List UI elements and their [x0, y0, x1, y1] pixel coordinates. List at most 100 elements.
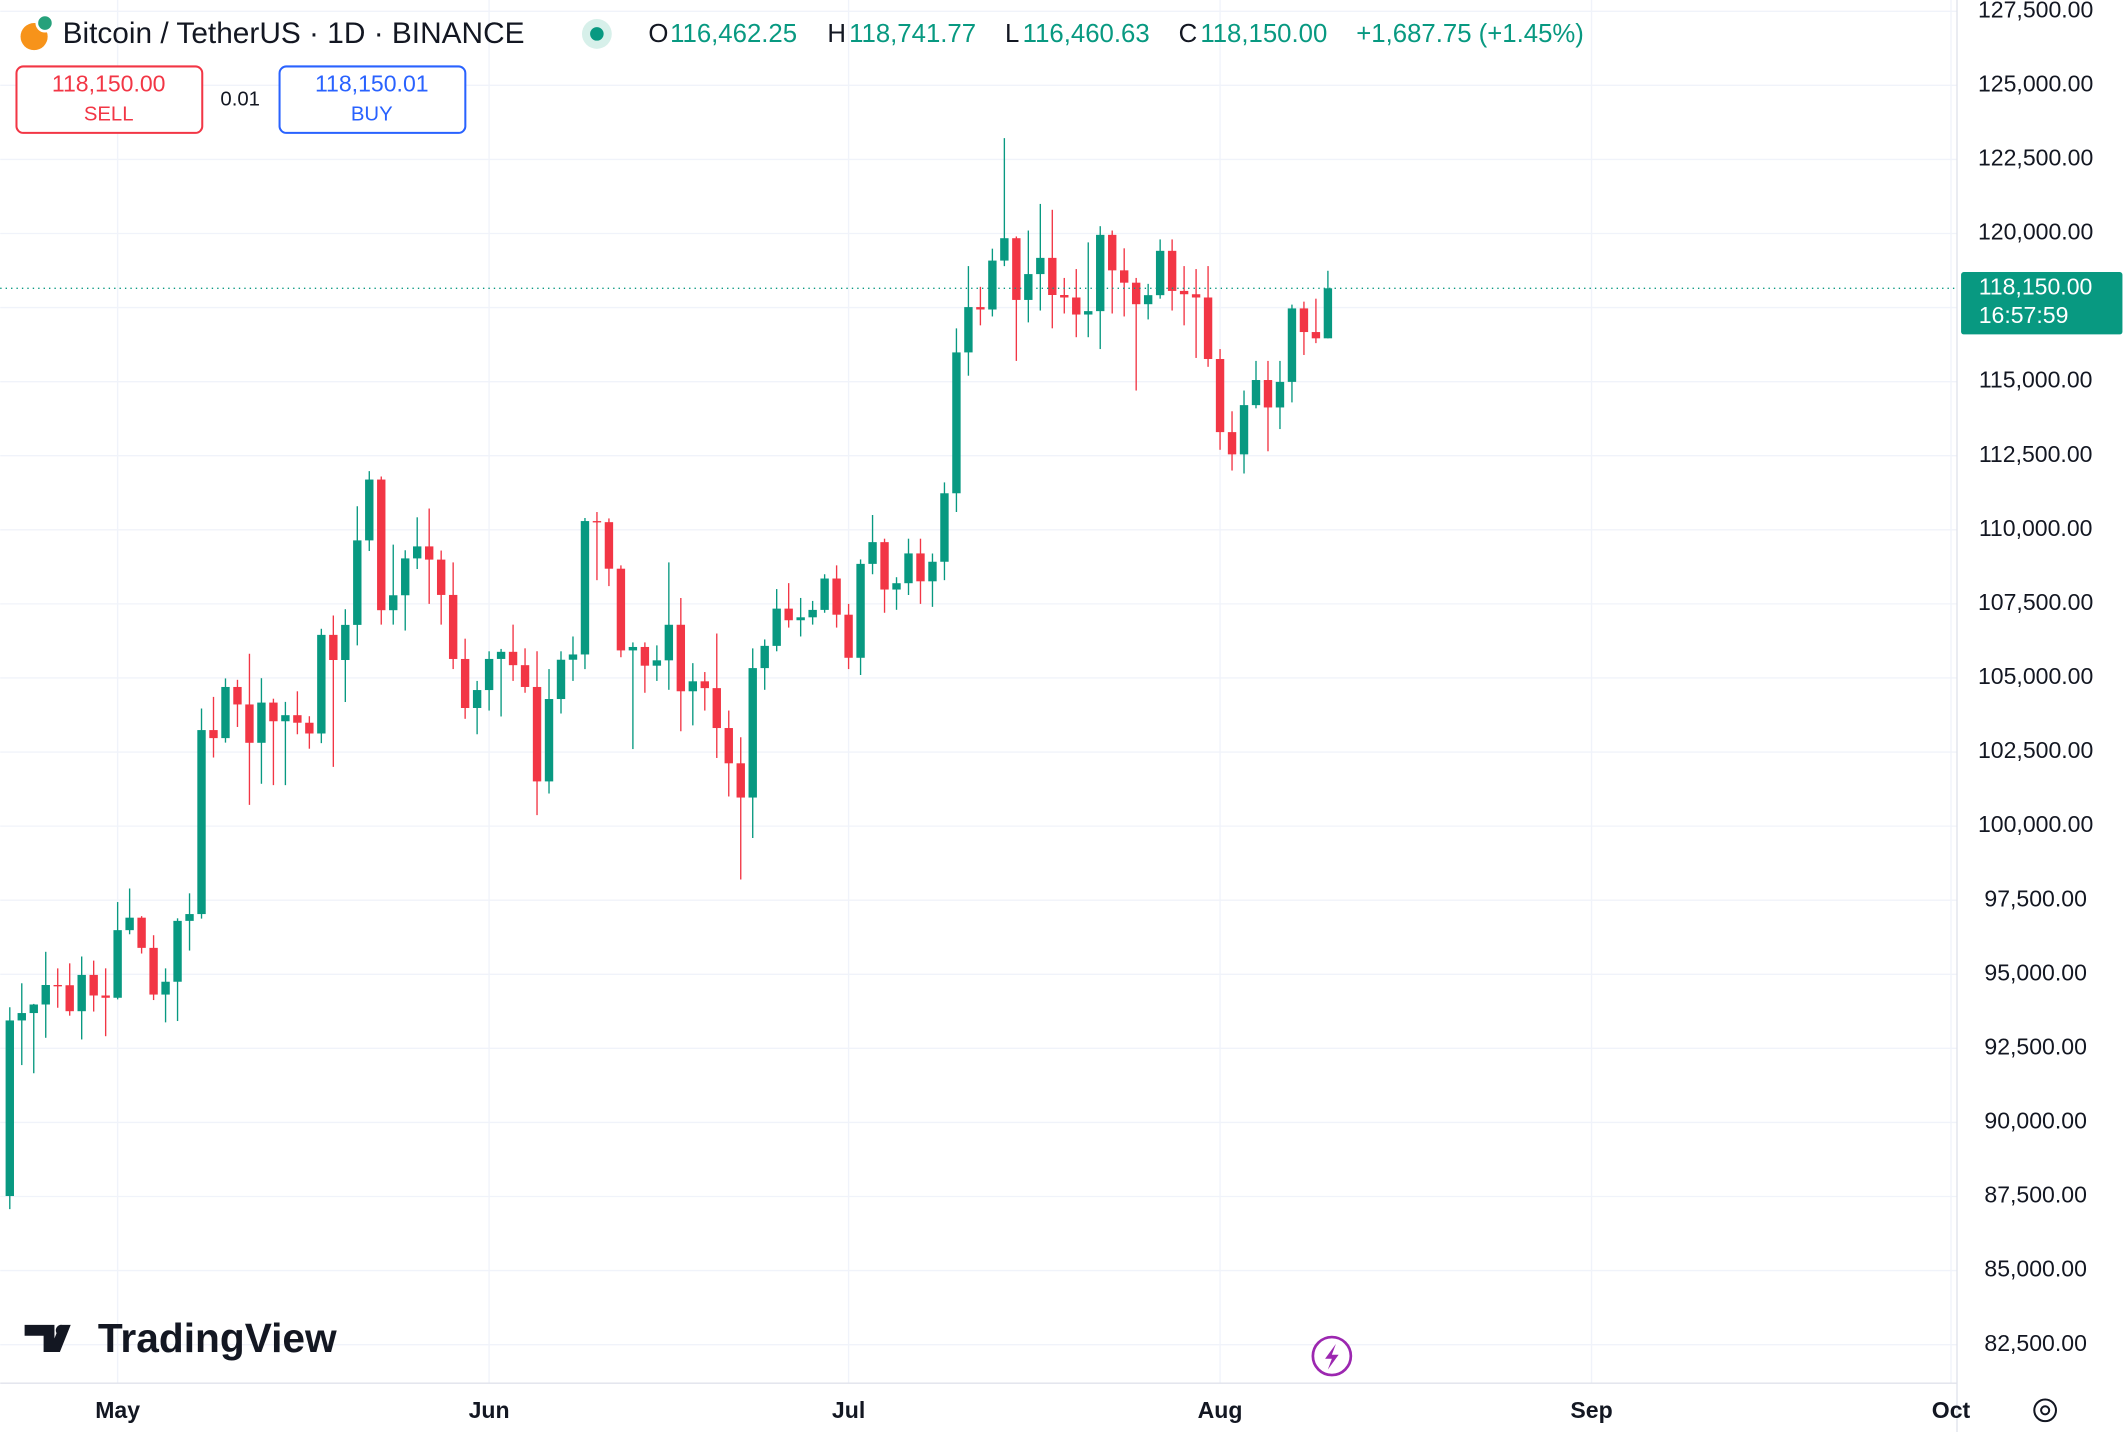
x-tick-label: Sep [1570, 1397, 1612, 1423]
candle-body [1131, 282, 1141, 305]
candle-body [1275, 381, 1285, 408]
candle-body [988, 260, 997, 310]
candle-body [1143, 295, 1153, 305]
settings-icon[interactable] [2033, 1398, 2058, 1423]
candle-body [976, 307, 985, 310]
candle-body [568, 654, 578, 660]
ohlc-key: C [1179, 20, 1198, 48]
ohlc-key: L [1005, 20, 1019, 48]
candle-body [808, 609, 817, 618]
candles [5, 138, 1333, 1210]
candle-body [580, 521, 590, 655]
candle-body [436, 559, 446, 595]
candle-body [760, 645, 769, 669]
candle-body [1000, 238, 1009, 261]
candle-body [377, 479, 386, 611]
candle-body [389, 595, 398, 611]
candle-body [652, 660, 662, 666]
candle-body [161, 981, 170, 995]
buy-price: 118,150.01 [315, 71, 429, 97]
x-tick-label: May [95, 1397, 140, 1423]
candle-body [245, 704, 254, 743]
candle-body [353, 540, 362, 625]
candle-body [1311, 332, 1321, 339]
candle-body [544, 699, 554, 782]
candle-body [484, 658, 494, 691]
y-tick-label: 92,500.00 [1984, 1033, 2087, 1059]
sell-label: SELL [84, 104, 134, 126]
y-tick-label: 112,500.00 [1979, 441, 2093, 467]
candle-body [1191, 294, 1201, 298]
candle-body [784, 608, 793, 621]
x-tick-label: Oct [1932, 1397, 1971, 1423]
y-tick-label: 110,000.00 [1979, 515, 2093, 541]
candle-body [508, 651, 518, 666]
candle-body [5, 1020, 14, 1197]
candle-body [676, 624, 686, 692]
candle-body [401, 558, 410, 596]
candle-body [736, 763, 745, 798]
candle-body [868, 542, 877, 564]
y-tick-label: 127,500.00 [1978, 0, 2093, 22]
candle-body [1072, 297, 1081, 315]
y-tick-label: 107,500.00 [1978, 589, 2093, 615]
candle-body [1155, 250, 1165, 296]
candle-body [1179, 290, 1189, 295]
candle-body [628, 646, 638, 651]
candle-body [964, 307, 973, 353]
sell-button[interactable] [15, 65, 204, 134]
candle-body [1251, 380, 1261, 406]
watermark-logo-dot [55, 1324, 67, 1336]
candle-body [1048, 257, 1057, 296]
status-dot [590, 27, 604, 41]
candle-body [293, 715, 302, 723]
candle-body [185, 914, 194, 921]
candle-body [1287, 308, 1297, 382]
candle-body [1119, 270, 1129, 283]
legend: Bitcoin / TetherUS · 1D · BINANCE O 116,… [20, 13, 1584, 51]
price-axis-bg [1958, 0, 2124, 1382]
candle-body [880, 542, 889, 590]
candle-body [460, 658, 470, 709]
candle-body [688, 681, 698, 692]
symbol-title[interactable]: Bitcoin / TetherUS · 1D · BINANCE [63, 17, 525, 50]
y-tick-label: 90,000.00 [1984, 1108, 2087, 1134]
ohlc-change: +1,687.75 (+1.45%) [1356, 20, 1584, 48]
candle-body [772, 608, 781, 646]
candle-body [89, 974, 98, 996]
last-price: 118,150.00 16:57:59 [0, 272, 2123, 335]
candle-body [496, 651, 506, 659]
candle-body [221, 686, 230, 739]
candle-body [77, 974, 86, 1012]
candle-body [556, 659, 566, 700]
grid [0, 0, 1957, 1384]
y-tick-label: 115,000.00 [1979, 367, 2093, 393]
candle-body [712, 688, 721, 729]
countdown-label: 16:57:59 [1979, 302, 2069, 328]
ohlc-key: H [827, 20, 846, 48]
sell-price: 118,150.00 [52, 71, 166, 97]
candle-body [173, 920, 182, 982]
candle-body [664, 624, 674, 661]
candle-body [796, 617, 805, 621]
candle-body [532, 686, 542, 782]
candle-body [137, 917, 146, 948]
candle-body [305, 722, 314, 734]
candle-body [317, 634, 326, 734]
candle-body [952, 352, 961, 494]
candle-body [832, 578, 841, 615]
candle-body [341, 624, 350, 661]
candle-body [592, 521, 602, 523]
candle-body [1060, 295, 1069, 298]
candle-body [1263, 380, 1273, 408]
events-bolt [1325, 1343, 1339, 1370]
buy-button[interactable] [278, 65, 467, 134]
candle-body [29, 1004, 38, 1014]
y-tick-label: 82,500.00 [1984, 1330, 2087, 1356]
quote-icon [35, 13, 55, 33]
y-tick-label: 120,000.00 [1978, 219, 2093, 245]
ohlc-value: 118,741.77 [849, 20, 976, 48]
candle-body [1323, 288, 1333, 339]
candle-body [448, 594, 458, 659]
